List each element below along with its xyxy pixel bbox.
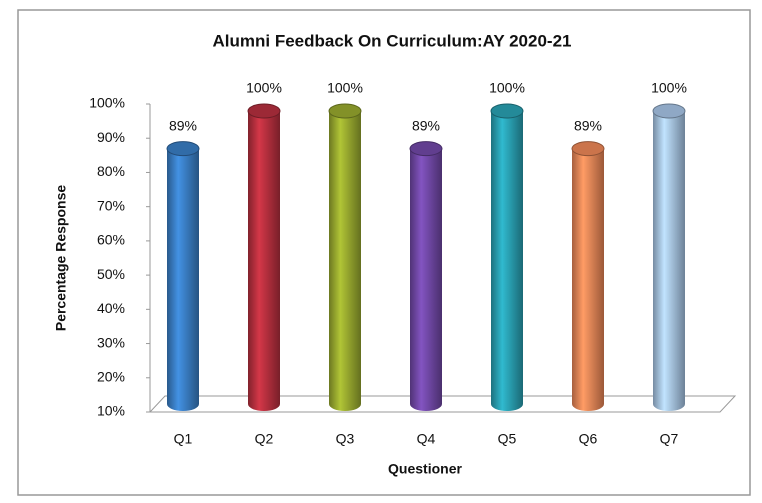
x-tick-label: Q4 [417,431,436,447]
y-tick-label: 10% [97,403,125,419]
chart-border [17,9,751,496]
x-tick-label: Q1 [174,431,193,447]
data-label: 89% [412,117,440,133]
bar-top [328,103,362,119]
data-label: 100% [489,80,525,96]
x-tick-label: Q5 [498,431,517,447]
data-label: 100% [327,80,363,96]
y-tick-label: 80% [97,163,125,179]
y-tick-label: 50% [97,266,125,282]
x-axis-title: Questioner [388,461,462,477]
y-axis-title: Percentage Response [53,185,69,331]
x-tick-label: Q2 [255,431,274,447]
floor [148,395,737,413]
bar-top [247,103,281,119]
y-tick-label: 20% [97,368,125,384]
y-tick-label: 40% [97,300,125,316]
bar [491,111,523,404]
chart-title: Alumni Feedback On Curriculum:AY 2020-21 [212,31,571,50]
y-tick-label: 100% [89,95,125,111]
y-tick-label: 90% [97,129,125,145]
bar-top [571,141,605,157]
data-label: 100% [246,80,282,96]
y-tick-label: 70% [97,197,125,213]
x-tick-label: Q3 [336,431,355,447]
x-tick-label: Q7 [660,431,679,447]
data-label: 89% [169,117,197,133]
bar [248,111,280,404]
bar [167,148,199,404]
data-label: 89% [574,117,602,133]
data-label: 100% [651,80,687,96]
bar [410,148,442,404]
bar-top [409,141,443,157]
bar [329,111,361,404]
bar [653,111,685,404]
bar-top [166,141,200,157]
bar-top [652,103,686,119]
x-tick-label: Q6 [579,431,598,447]
bar [572,148,604,404]
y-tick-label: 30% [97,334,125,350]
bar-top [490,103,524,119]
y-tick-label: 60% [97,232,125,248]
